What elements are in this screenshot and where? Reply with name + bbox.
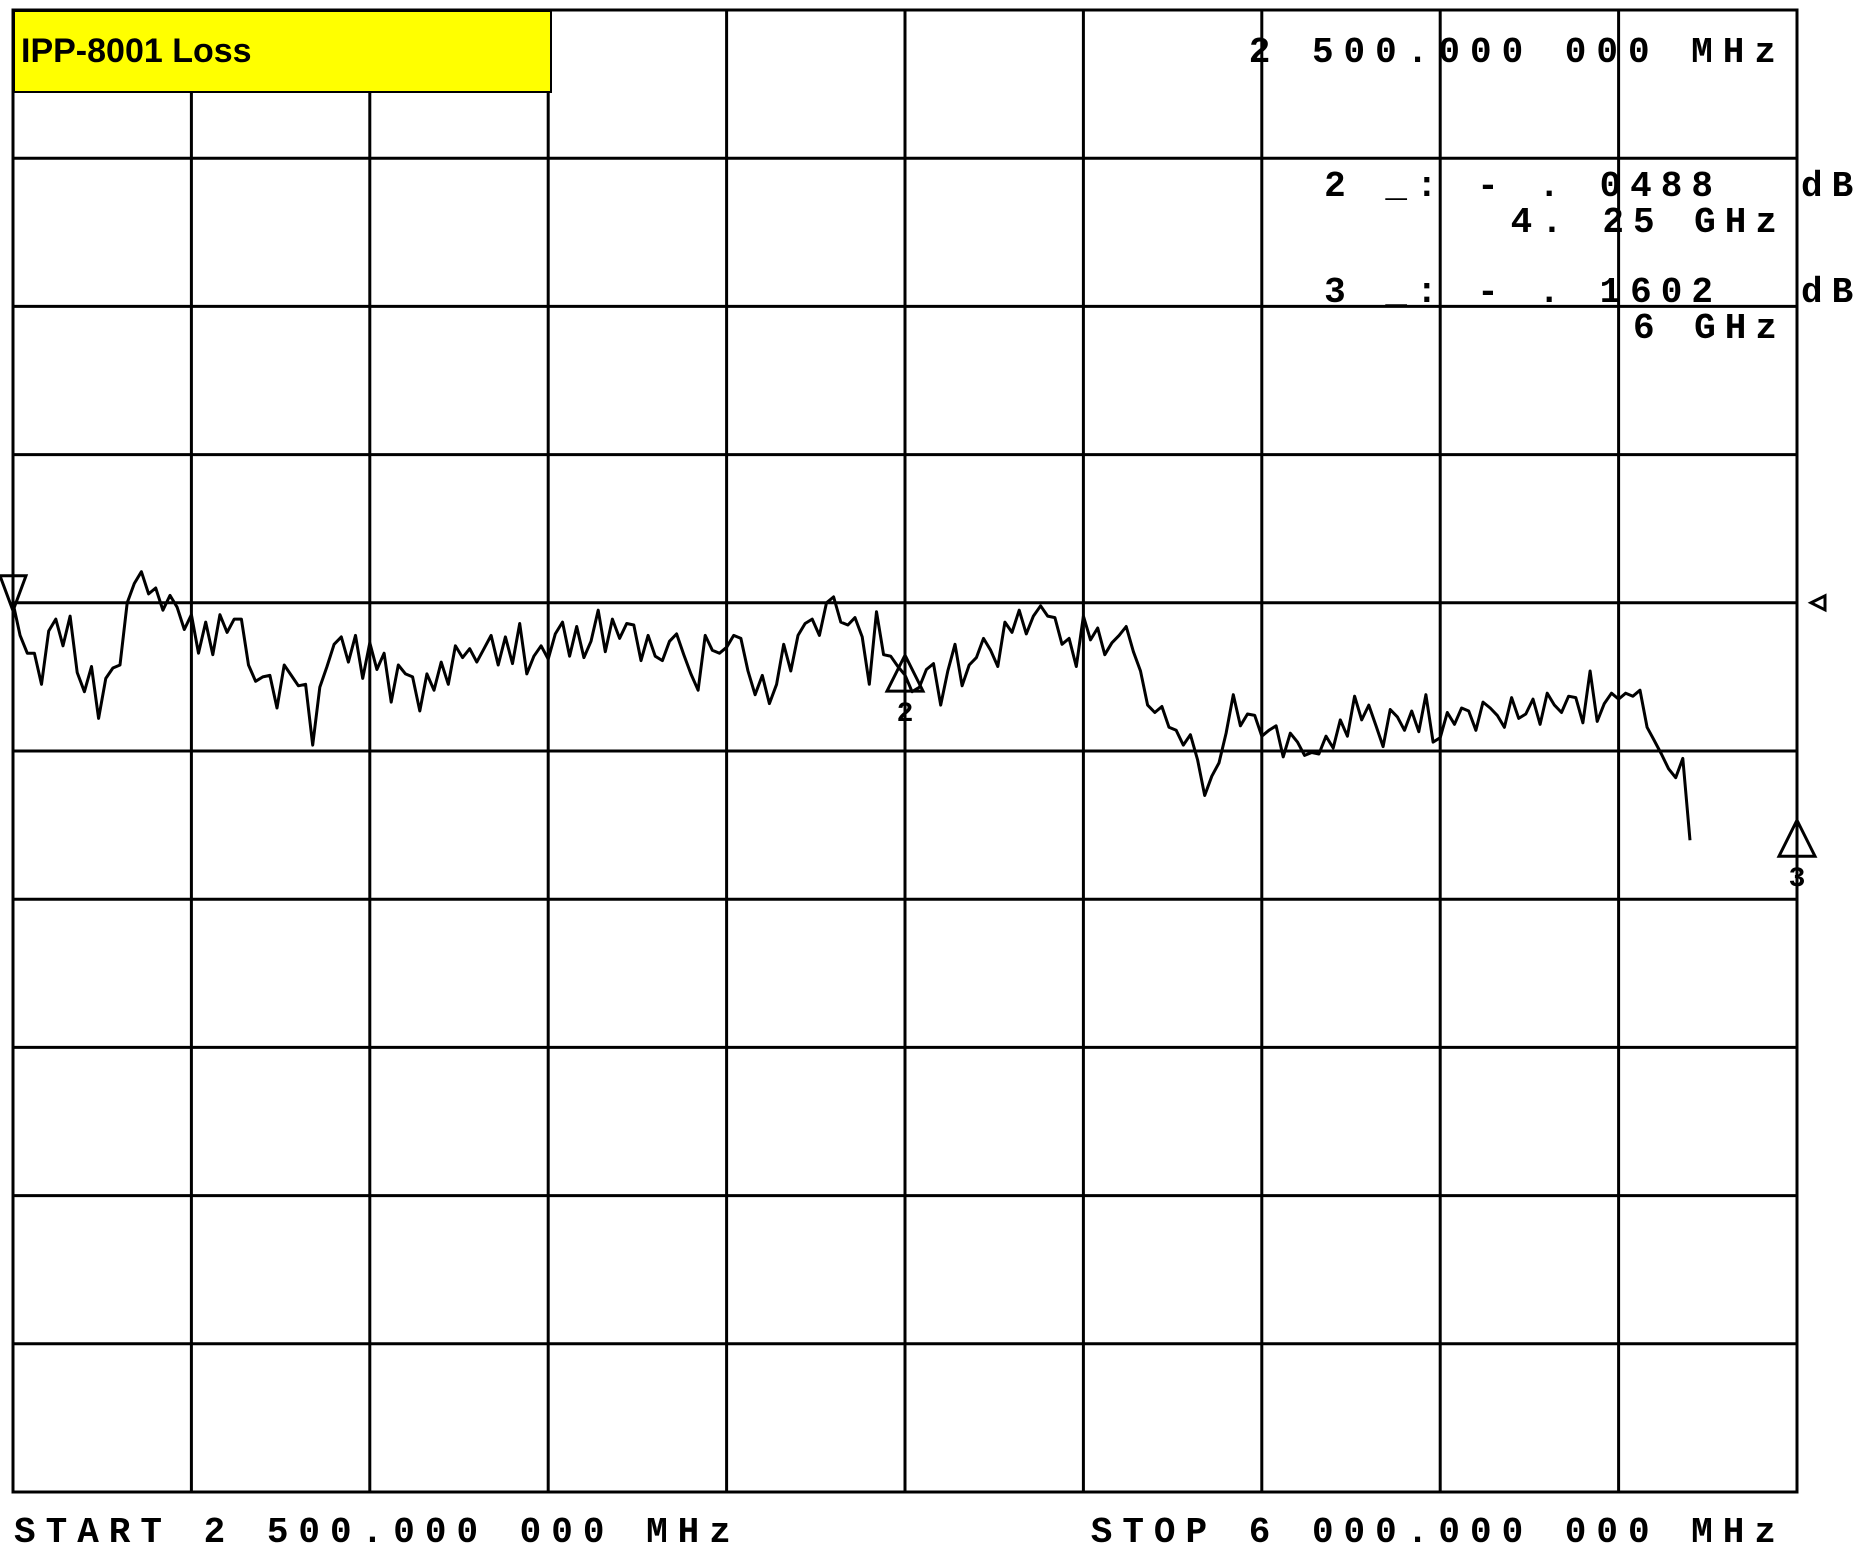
marker-3-readout-unit: dB xyxy=(1801,272,1862,313)
start-frequency-label: START 2 500.000 000 MHz xyxy=(14,1512,741,1552)
chart-title-box: IPP-8001 Loss xyxy=(13,10,552,93)
marker-3-symbol xyxy=(1776,816,1818,858)
stop-frequency-label: STOP 6 000.000 000 MHz xyxy=(1091,1512,1786,1552)
reference-level-marker xyxy=(1807,593,1827,613)
loss-trace-line xyxy=(11,570,1692,841)
marker-1-symbol xyxy=(0,574,29,616)
center-frequency-readout: 2 500.000 000 MHz xyxy=(1249,32,1786,73)
marker-3-readout-value: 3 _: - . 1602 xyxy=(1324,272,1722,313)
marker-3-number: 3 xyxy=(1789,864,1806,895)
chart-title: IPP-8001 Loss xyxy=(21,32,252,70)
marker-2-readout-frequency: 4. 25 GHz xyxy=(1511,202,1786,243)
marker-3-readout-frequency: 6 GHz xyxy=(1633,308,1786,349)
marker-2-readout-unit: dB xyxy=(1801,166,1862,207)
marker-2-symbol xyxy=(884,651,926,693)
marker-2-number: 2 xyxy=(897,699,914,730)
marker-2-readout-value: 2 _: - . 0488 xyxy=(1324,166,1722,207)
marker-group: 23 xyxy=(0,574,1818,895)
plot-grid xyxy=(11,8,1799,1494)
